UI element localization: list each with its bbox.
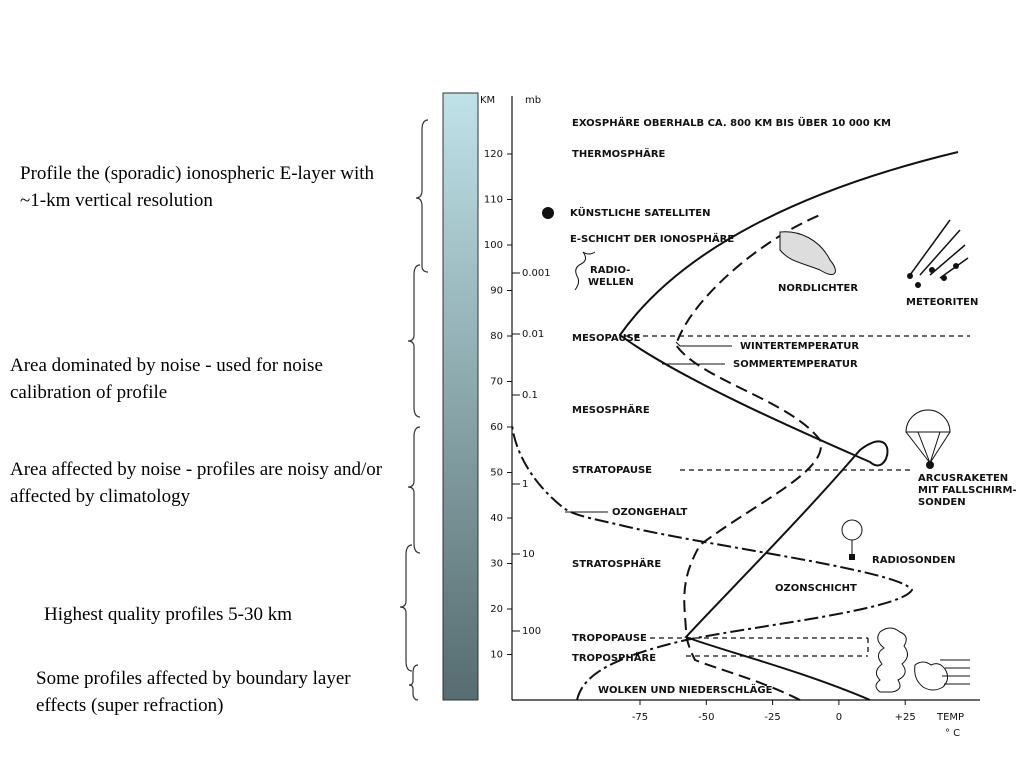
diagram-label: OZONSCHICHT <box>775 583 857 594</box>
km-tick-label: 100 <box>484 240 503 251</box>
km-tick-label: 40 <box>490 513 503 524</box>
axis-label: ° C <box>945 728 960 739</box>
temp-tick-label: -25 <box>764 712 780 723</box>
mb-tick-label: 10 <box>522 549 535 560</box>
temp-tick-label: -75 <box>632 712 648 723</box>
km-tick-label: 110 <box>484 195 503 206</box>
temp-tick-label: +25 <box>895 712 916 723</box>
km-tick-label: 10 <box>490 650 503 661</box>
note: Profile the (sporadic) ionospheric E-lay… <box>20 163 375 211</box>
diagram-label: ARCUSRAKETEN <box>918 473 1008 484</box>
diagram-label: RADIOSONDEN <box>872 555 956 566</box>
axis-label: KM <box>480 95 495 106</box>
km-tick-label: 120 <box>484 149 503 160</box>
diagram-label: SOMMERTEMPERATUR <box>733 359 858 370</box>
diagram-label: MIT FALLSCHIRM- <box>918 485 1017 496</box>
note: Area affected by noise - profiles are no… <box>10 459 383 507</box>
brackets <box>399 119 429 701</box>
diagram-label: E-SCHICHT DER IONOSPHÄRE <box>570 231 734 245</box>
diagram-label: EXOSPHÄRE OBERHALB CA. 800 KM BIS ÜBER 1… <box>572 115 891 129</box>
diagram-label: MESOSPHÄRE <box>572 402 650 416</box>
km-tick-label: 90 <box>490 286 503 297</box>
note: Area dominated by noise - used for noise… <box>10 355 323 403</box>
diagram-label: OZONGEHALT <box>612 507 687 518</box>
diagram-label: WELLEN <box>588 277 634 288</box>
axes <box>511 96 980 701</box>
diagram-label: RADIO- <box>590 265 630 276</box>
diagram-label: WINTERTEMPERATUR <box>740 341 859 352</box>
diagram-label: TROPOPAUSE <box>572 633 647 644</box>
note: Some profiles affected by boundary layer… <box>36 668 351 716</box>
axis-label: mb <box>525 95 541 106</box>
axis-label: TEMP <box>936 712 964 723</box>
diagram-label: MESOPAUSE <box>572 333 641 344</box>
mb-tick-label: 1 <box>522 479 528 490</box>
temp-tick-label: -50 <box>698 712 714 723</box>
km-tick-label: 70 <box>490 377 503 388</box>
mb-tick-label: 0.1 <box>522 390 538 401</box>
km-tick-label: 20 <box>490 604 503 615</box>
km-tick-label: 60 <box>490 422 503 433</box>
quality-bar <box>442 92 479 701</box>
km-tick-label: 80 <box>490 331 503 342</box>
diagram-label: METEORITEN <box>906 297 978 308</box>
diagram-label: KÜNSTLICHE SATELLITEN <box>570 205 711 219</box>
diagram-label: STRATOSPHÄRE <box>572 556 661 570</box>
diagram-label: THERMOSPHÄRE <box>572 146 666 160</box>
note: Highest quality profiles 5-30 km <box>44 604 293 625</box>
mb-tick-label: 0.001 <box>522 268 551 279</box>
km-tick-label: 30 <box>490 559 503 570</box>
mb-tick-label: 100 <box>522 626 541 637</box>
temp-tick-label: 0 <box>836 712 842 723</box>
diagram-label: SONDEN <box>918 497 966 508</box>
diagram-label: WOLKEN UND NIEDERSCHLÄGE <box>598 682 773 696</box>
km-tick-label: 50 <box>490 468 503 479</box>
diagram-label: TROPOSPHÄRE <box>572 650 656 664</box>
profiles <box>511 151 970 701</box>
diagram-label: STRATOPAUSE <box>572 465 652 476</box>
mb-tick-label: 0.01 <box>522 329 544 340</box>
diagram-label: NORDLICHTER <box>778 283 858 294</box>
